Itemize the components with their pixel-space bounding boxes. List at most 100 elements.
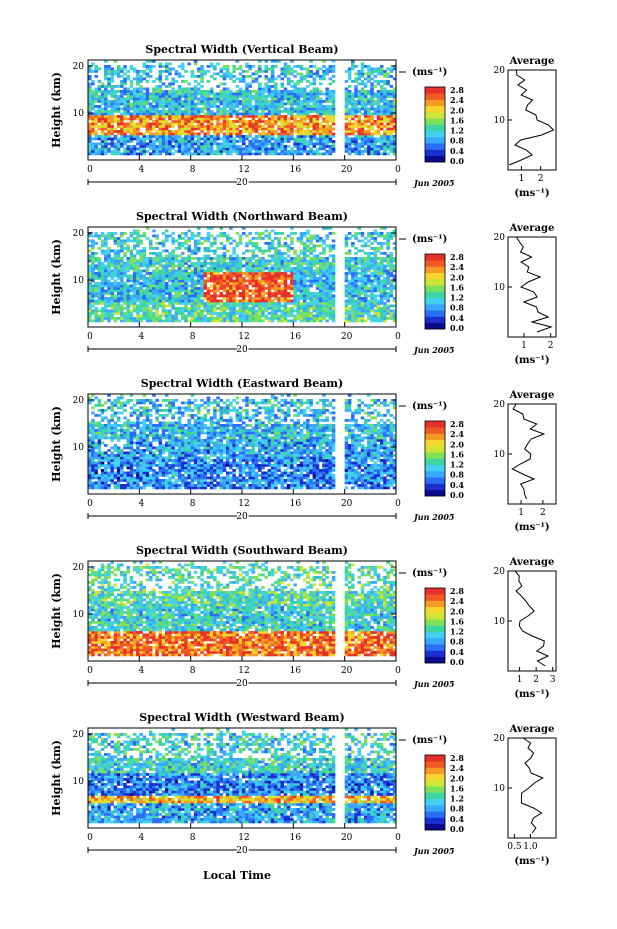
heatmap-cell xyxy=(168,112,172,116)
heatmap-cell xyxy=(386,120,390,123)
heatmap-cell xyxy=(97,294,102,298)
heatmap-cell xyxy=(264,105,268,108)
heatmap-cell xyxy=(139,287,143,290)
heatmap-cell xyxy=(171,249,175,253)
heatmap-cell xyxy=(113,279,118,283)
heatmap-cell xyxy=(123,262,127,265)
heatmap-cell xyxy=(354,282,358,285)
heatmap-cell xyxy=(251,284,256,288)
heatmap-cell xyxy=(171,269,175,273)
heatmap-cell xyxy=(203,112,208,116)
heatmap-cell xyxy=(110,72,114,76)
heatmap-cell xyxy=(261,252,265,255)
heatmap-cell xyxy=(379,140,384,143)
heatmap-cell xyxy=(120,269,124,273)
heatmap-cell xyxy=(168,289,172,293)
heatmap-cell xyxy=(145,80,150,83)
heatmap-cell xyxy=(274,277,278,280)
heatmap-cell xyxy=(238,279,243,283)
heatmap-cell xyxy=(110,287,114,290)
heatmap-cell xyxy=(258,60,262,63)
heatmap-cell xyxy=(177,277,182,280)
heatmap-cell xyxy=(97,135,102,138)
heatmap-cell xyxy=(181,132,185,136)
heatmap-cell xyxy=(152,269,156,273)
heatmap-cell xyxy=(155,150,159,153)
heatmap-cell xyxy=(296,307,301,310)
heatmap-cell xyxy=(302,77,307,81)
heatmap-cell xyxy=(242,287,246,290)
heatmap-cell xyxy=(197,277,201,280)
heatmap-cell xyxy=(100,142,105,146)
heatmap-cell xyxy=(155,262,159,265)
heatmap-cell xyxy=(290,85,294,88)
heatmap-cell xyxy=(110,145,114,148)
heatmap-cell xyxy=(283,264,288,268)
heatmap-cell xyxy=(299,264,304,268)
heatmap-cell xyxy=(325,289,329,293)
heatmap-cell xyxy=(158,110,163,113)
heatmap-cell xyxy=(242,302,246,305)
heatmap-cell xyxy=(238,145,243,148)
heatmap-cell xyxy=(277,284,281,288)
heatmap-cell xyxy=(229,319,233,323)
heatmap-cell xyxy=(379,95,384,98)
heatmap-cell xyxy=(165,272,169,275)
heatmap-cell xyxy=(264,307,268,310)
heatmap-cell xyxy=(219,294,224,298)
heatmap-cell xyxy=(184,234,188,238)
heatmap-cell xyxy=(232,147,236,151)
heatmap-cell xyxy=(104,269,108,273)
heatmap-cell xyxy=(306,102,310,106)
heatmap-cell xyxy=(312,100,317,103)
heatmap-cell xyxy=(197,312,201,315)
heatmap-cell xyxy=(354,150,358,153)
heatmap-cell xyxy=(354,312,358,315)
heatmap-cell xyxy=(280,142,285,146)
heatmap-cell xyxy=(306,125,310,128)
heatmap-cell xyxy=(142,137,147,141)
heatmap-cell xyxy=(319,244,323,248)
heatmap-cell xyxy=(309,100,313,103)
heatmap-cell xyxy=(206,120,211,123)
heatmap-cell xyxy=(315,259,320,263)
heatmap-cell xyxy=(315,299,320,303)
heatmap-cell xyxy=(344,312,349,315)
heatmap-cell xyxy=(97,110,102,113)
heatmap-cell xyxy=(209,120,214,123)
heatmap-cell xyxy=(261,120,265,123)
heatmap-cell xyxy=(370,72,374,76)
heatmap-cell xyxy=(325,302,329,305)
heatmap-cell xyxy=(200,279,204,283)
heatmap-cell xyxy=(209,115,214,118)
heatmap-cell xyxy=(296,150,301,153)
heatmap-cell xyxy=(254,267,259,270)
heatmap-cell xyxy=(88,259,92,263)
heatmap-cell xyxy=(315,107,320,111)
heatmap-cell xyxy=(258,249,262,253)
heatmap-cell xyxy=(91,137,95,141)
heatmap-cell xyxy=(91,92,95,96)
heatmap-cell xyxy=(286,247,291,250)
heatmap-cell xyxy=(296,309,301,313)
heatmap-cell xyxy=(168,117,172,121)
heatmap-cell xyxy=(213,112,217,116)
heatmap-cell xyxy=(293,259,297,263)
heatmap-cell xyxy=(219,279,224,283)
heatmap-cell xyxy=(302,274,307,278)
heatmap-cell xyxy=(306,75,310,78)
heatmap-cell xyxy=(161,282,166,285)
heatmap-cell xyxy=(216,234,220,238)
heatmap-cell xyxy=(296,105,301,108)
heatmap-cell xyxy=(280,135,285,138)
heatmap-cell xyxy=(148,97,153,101)
heatmap-cell xyxy=(325,112,329,116)
heatmap-cell xyxy=(120,90,124,93)
heatmap-cell xyxy=(139,249,143,253)
heatmap-cell xyxy=(360,152,365,156)
heatmap-cell xyxy=(229,110,233,113)
heatmap-cell xyxy=(197,127,201,131)
heatmap-cell xyxy=(152,262,156,265)
heatmap-cell xyxy=(296,127,301,131)
heatmap-cell xyxy=(319,287,323,290)
